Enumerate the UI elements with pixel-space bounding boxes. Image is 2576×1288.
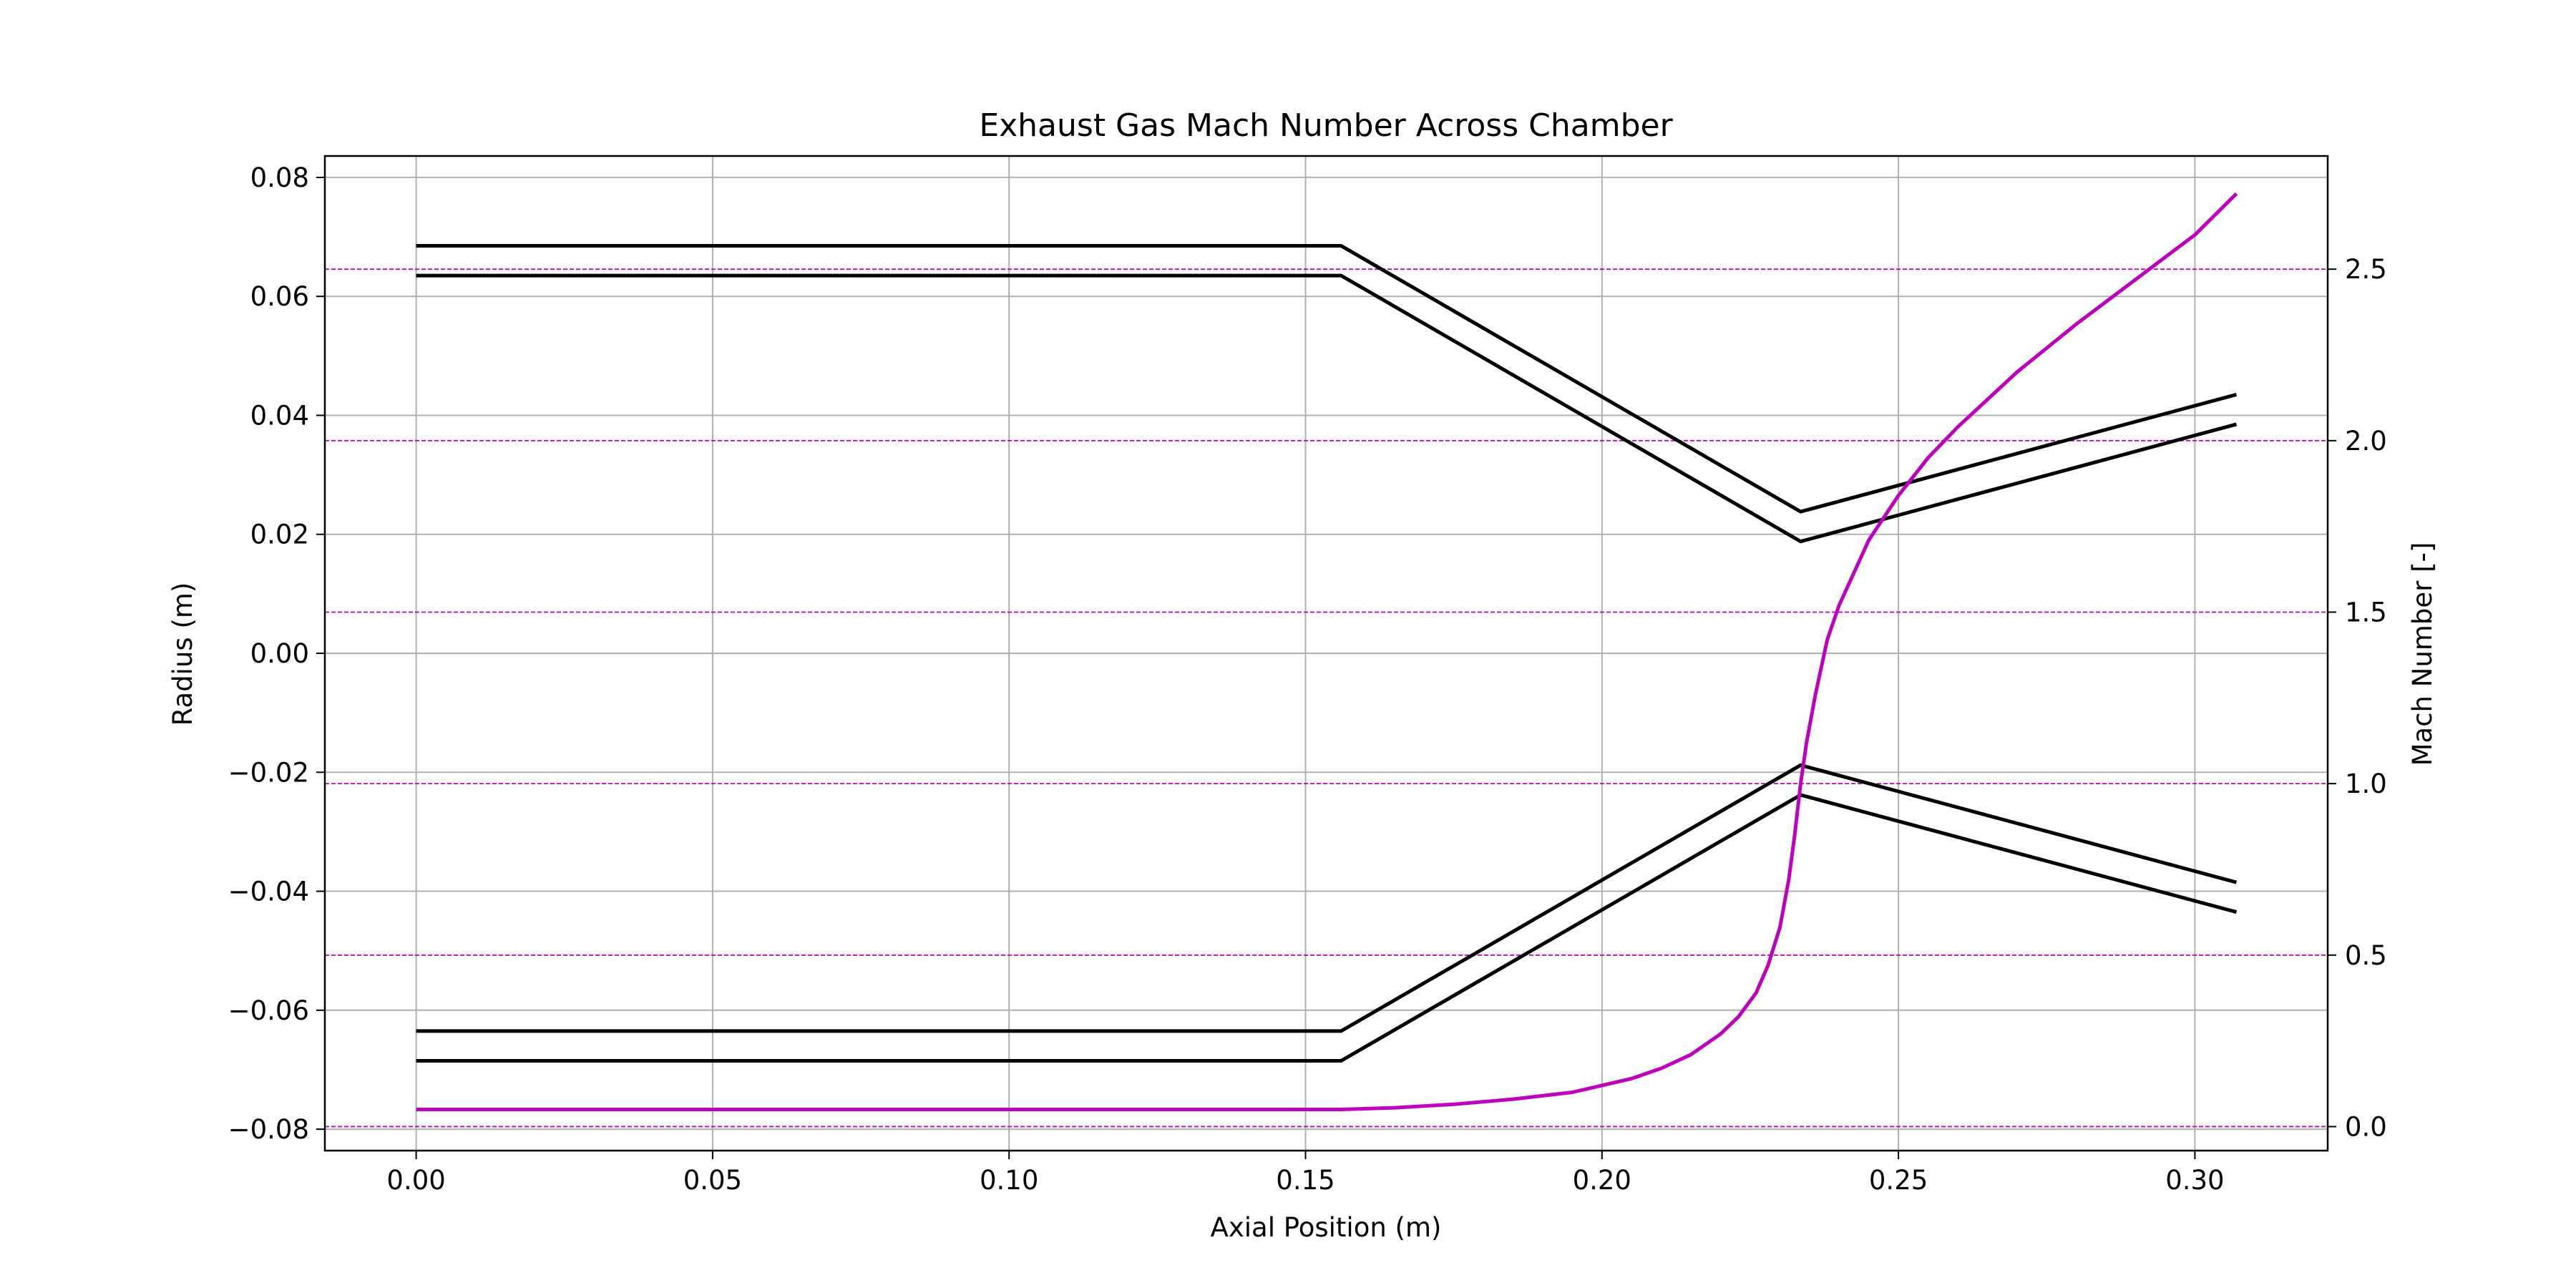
chamber-wall-line [416,273,2238,544]
y2-tick-label: 2.5 [2345,254,2387,285]
y-tick-label: −0.02 [228,757,309,788]
y2-tick-label: 0.5 [2345,940,2387,971]
x-tick-label: 0.10 [980,1165,1038,1196]
grid [325,156,2328,1151]
x-tick-label: 0.00 [386,1165,445,1196]
y-tick-label: 0.02 [250,519,309,550]
y-axis-title: Radius (m) [167,582,198,726]
chamber-walls [416,244,2238,1063]
chamber-wall-line [416,793,2238,1063]
chart-title: Exhaust Gas Mach Number Across Chamber [979,107,1673,144]
y2-tick-label: 1.0 [2345,769,2387,799]
mach-number-line [416,192,2238,1111]
x-tick-label: 0.30 [2165,1165,2224,1196]
x-axis-ticks: 0.00 0.05 0.10 0.15 0.20 0.25 0.30 [386,1151,2225,1196]
y-tick-label: −0.08 [228,1114,309,1145]
x-axis-title: Axial Position (m) [1211,1212,1442,1243]
mach-curve [416,192,2238,1111]
y-axis-ticks: −0.08 −0.06 −0.04 −0.02 0.00 0.02 0.04 0.06 0.08 [228,162,325,1145]
y-tick-label: 0.04 [250,400,309,431]
x-tick-label: 0.05 [683,1165,742,1196]
y2-tick-label: 0.0 [2345,1111,2387,1142]
y-tick-label: −0.06 [228,995,309,1026]
mach-reference-lines [325,268,2328,1128]
x-tick-label: 0.15 [1276,1165,1335,1196]
chamber-wall-line [416,244,2238,514]
y-tick-label: 0.06 [250,281,309,312]
y-tick-label: −0.04 [228,877,309,907]
y2-axis-ticks: 0.0 0.5 1.0 1.5 2.0 2.5 [2328,254,2387,1142]
y2-tick-label: 2.0 [2345,426,2387,457]
y-tick-label: 0.00 [250,638,309,669]
x-tick-label: 0.20 [1573,1165,1631,1196]
y-tick-label: 0.08 [250,162,309,193]
x-tick-label: 0.25 [1869,1165,1928,1196]
y2-axis-title: Mach Number [-] [2407,542,2438,766]
y2-tick-label: 1.5 [2345,597,2387,628]
chamber-wall-line [416,763,2238,1033]
